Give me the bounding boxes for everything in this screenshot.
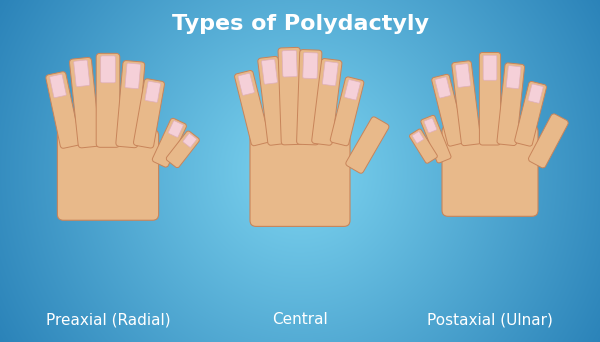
- FancyBboxPatch shape: [262, 59, 277, 84]
- FancyBboxPatch shape: [303, 53, 318, 79]
- FancyBboxPatch shape: [322, 62, 338, 86]
- FancyBboxPatch shape: [46, 72, 80, 148]
- FancyBboxPatch shape: [70, 57, 100, 148]
- FancyBboxPatch shape: [529, 114, 568, 168]
- FancyBboxPatch shape: [479, 52, 500, 145]
- FancyBboxPatch shape: [442, 126, 538, 216]
- Text: Postaxial (Ulnar): Postaxial (Ulnar): [427, 313, 553, 328]
- FancyBboxPatch shape: [166, 131, 199, 168]
- FancyBboxPatch shape: [96, 53, 120, 147]
- FancyBboxPatch shape: [432, 74, 466, 146]
- FancyBboxPatch shape: [506, 66, 521, 89]
- FancyBboxPatch shape: [250, 127, 350, 226]
- FancyBboxPatch shape: [455, 64, 470, 87]
- FancyBboxPatch shape: [528, 84, 543, 103]
- FancyBboxPatch shape: [258, 56, 288, 145]
- FancyBboxPatch shape: [412, 132, 424, 143]
- FancyBboxPatch shape: [292, 99, 308, 133]
- FancyBboxPatch shape: [497, 63, 524, 146]
- FancyBboxPatch shape: [238, 73, 254, 95]
- FancyBboxPatch shape: [435, 77, 451, 98]
- FancyBboxPatch shape: [152, 118, 187, 167]
- FancyBboxPatch shape: [421, 115, 451, 163]
- FancyBboxPatch shape: [116, 61, 145, 148]
- FancyBboxPatch shape: [424, 118, 437, 133]
- FancyBboxPatch shape: [409, 129, 437, 163]
- FancyBboxPatch shape: [145, 81, 161, 102]
- Text: Preaxial (Radial): Preaxial (Radial): [46, 313, 170, 328]
- FancyBboxPatch shape: [50, 74, 66, 97]
- FancyBboxPatch shape: [330, 77, 364, 146]
- FancyBboxPatch shape: [515, 81, 547, 146]
- FancyBboxPatch shape: [183, 133, 197, 147]
- FancyBboxPatch shape: [58, 130, 158, 220]
- FancyBboxPatch shape: [125, 63, 140, 89]
- FancyBboxPatch shape: [282, 50, 297, 77]
- FancyBboxPatch shape: [452, 61, 481, 146]
- FancyBboxPatch shape: [483, 55, 497, 80]
- FancyBboxPatch shape: [101, 56, 115, 83]
- Text: Central: Central: [272, 313, 328, 328]
- FancyBboxPatch shape: [235, 70, 270, 146]
- FancyBboxPatch shape: [278, 48, 304, 145]
- FancyBboxPatch shape: [134, 79, 164, 148]
- FancyBboxPatch shape: [296, 50, 322, 145]
- FancyBboxPatch shape: [312, 58, 342, 145]
- FancyBboxPatch shape: [168, 121, 183, 137]
- Text: Types of Polydactyly: Types of Polydactyly: [172, 14, 428, 34]
- FancyBboxPatch shape: [74, 60, 90, 87]
- FancyBboxPatch shape: [346, 117, 389, 173]
- FancyBboxPatch shape: [344, 80, 361, 100]
